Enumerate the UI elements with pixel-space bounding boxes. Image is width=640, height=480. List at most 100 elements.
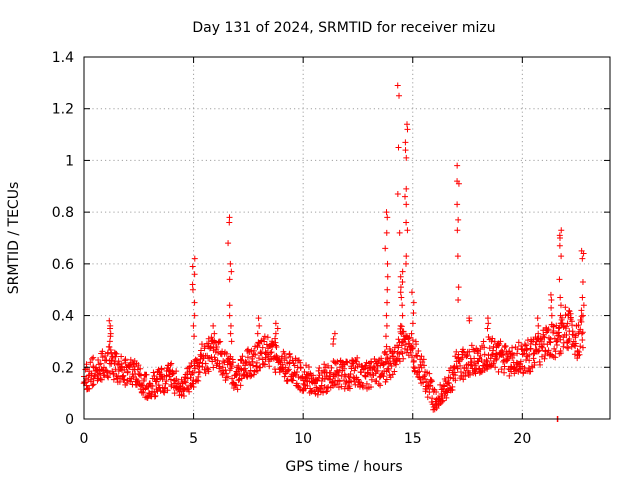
data-point bbox=[433, 405, 440, 412]
data-point bbox=[346, 385, 353, 392]
data-point bbox=[311, 380, 318, 387]
data-point bbox=[353, 358, 360, 365]
data-point bbox=[579, 294, 586, 301]
data-point bbox=[579, 329, 586, 336]
data-point bbox=[210, 364, 217, 371]
data-point bbox=[414, 369, 421, 376]
data-point bbox=[454, 201, 461, 208]
data-point bbox=[391, 348, 398, 355]
x-tick-label: 10 bbox=[294, 431, 312, 447]
data-point bbox=[506, 372, 513, 379]
data-point bbox=[398, 342, 405, 349]
data-point bbox=[558, 253, 565, 260]
data-point bbox=[404, 227, 411, 234]
data-point bbox=[429, 395, 436, 402]
data-point bbox=[98, 376, 105, 383]
data-point bbox=[367, 384, 374, 391]
data-point bbox=[404, 126, 411, 133]
data-point bbox=[127, 356, 134, 363]
data-point bbox=[149, 382, 156, 389]
data-point bbox=[564, 320, 571, 327]
data-point bbox=[152, 392, 159, 399]
data-point bbox=[228, 268, 235, 275]
data-point bbox=[519, 351, 526, 358]
data-point bbox=[535, 330, 542, 337]
data-point bbox=[565, 312, 572, 319]
data-point bbox=[446, 380, 453, 387]
data-point bbox=[402, 147, 409, 154]
data-point bbox=[455, 284, 462, 291]
data-point bbox=[191, 333, 198, 340]
data-point bbox=[410, 357, 417, 364]
data-point bbox=[556, 242, 563, 249]
data-point bbox=[362, 362, 369, 369]
data-point bbox=[97, 376, 104, 383]
data-point bbox=[414, 352, 421, 359]
data-point bbox=[460, 376, 467, 383]
data-point bbox=[547, 291, 554, 298]
data-point bbox=[477, 352, 484, 359]
data-point bbox=[490, 360, 497, 367]
data-point bbox=[255, 339, 262, 346]
data-point bbox=[508, 368, 515, 375]
data-point bbox=[535, 322, 542, 329]
data-point bbox=[321, 361, 328, 368]
data-point bbox=[157, 387, 164, 394]
data-point bbox=[394, 191, 401, 198]
data-point bbox=[520, 350, 527, 357]
data-point bbox=[285, 366, 292, 373]
data-point bbox=[340, 361, 347, 368]
data-point bbox=[301, 381, 308, 388]
data-point bbox=[154, 376, 161, 383]
data-point bbox=[545, 334, 552, 341]
data-point bbox=[202, 360, 209, 367]
data-point bbox=[105, 374, 112, 381]
data-point bbox=[405, 335, 412, 342]
data-point bbox=[191, 299, 198, 306]
data-point bbox=[426, 370, 433, 377]
data-point bbox=[455, 297, 462, 304]
data-point bbox=[502, 343, 509, 350]
data-point bbox=[86, 385, 93, 392]
data-point bbox=[257, 364, 264, 371]
data-point bbox=[424, 394, 431, 401]
data-point bbox=[548, 312, 555, 319]
data-point bbox=[433, 389, 440, 396]
y-axis-label: SRMTID / TECUs bbox=[6, 182, 22, 295]
data-point bbox=[562, 304, 569, 311]
data-point bbox=[558, 316, 565, 323]
data-point bbox=[344, 358, 351, 365]
data-point bbox=[544, 327, 551, 334]
data-point bbox=[305, 364, 312, 371]
data-point bbox=[354, 354, 361, 361]
y-tick-label: 1 bbox=[65, 153, 74, 169]
data-point bbox=[220, 358, 227, 365]
data-point bbox=[401, 193, 408, 200]
data-point bbox=[576, 351, 583, 358]
data-point bbox=[83, 361, 90, 368]
data-point bbox=[359, 363, 366, 370]
data-point bbox=[88, 370, 95, 377]
data-point bbox=[95, 356, 102, 363]
data-point bbox=[330, 341, 337, 348]
x-tick-label: 5 bbox=[189, 431, 198, 447]
data-point bbox=[217, 338, 224, 345]
data-point bbox=[89, 355, 96, 362]
chart-title: Day 131 of 2024, SRMTID for receiver miz… bbox=[192, 20, 495, 36]
y-tick-label: 0.6 bbox=[52, 257, 74, 273]
data-point bbox=[410, 299, 417, 306]
data-point bbox=[252, 351, 259, 358]
data-point bbox=[578, 313, 585, 320]
data-point bbox=[226, 312, 233, 319]
data-point bbox=[579, 337, 586, 344]
data-point bbox=[330, 335, 337, 342]
data-point bbox=[548, 304, 555, 311]
data-point bbox=[284, 378, 291, 385]
data-point bbox=[261, 333, 268, 340]
data-point bbox=[577, 343, 584, 350]
data-point bbox=[501, 363, 508, 370]
data-point bbox=[455, 180, 462, 187]
data-point bbox=[580, 312, 587, 319]
data-point bbox=[557, 347, 564, 354]
